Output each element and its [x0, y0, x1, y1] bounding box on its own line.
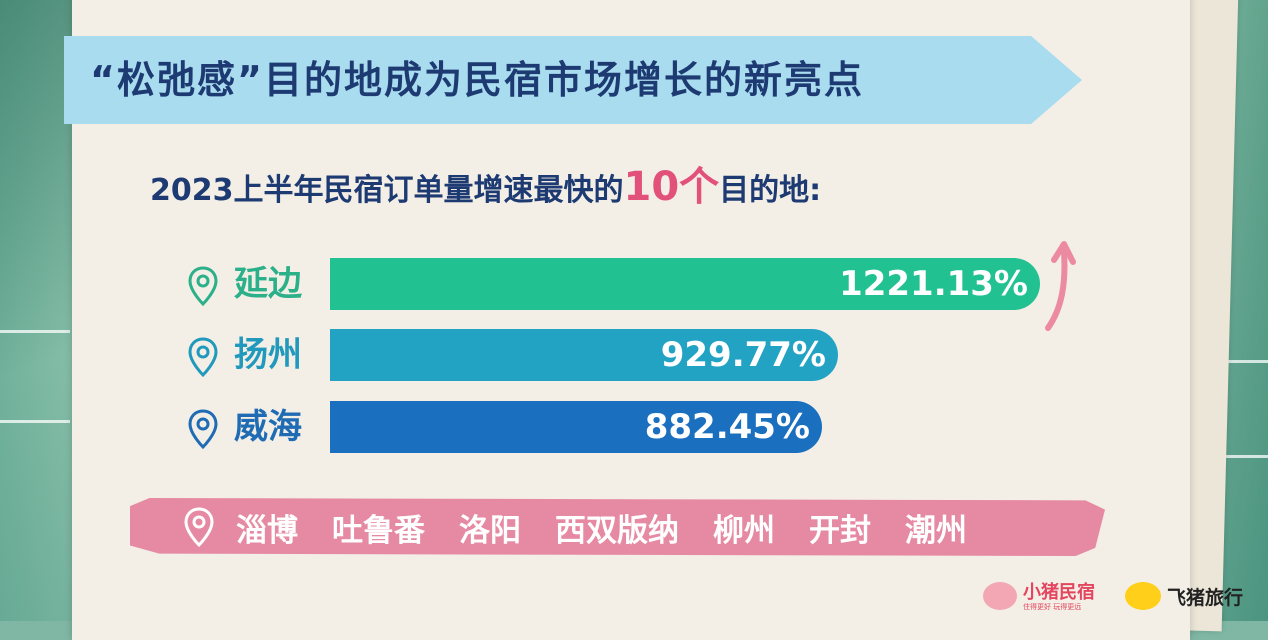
location-pin-icon [188, 409, 218, 449]
fliggy-logo-name: 飞猪旅行 [1167, 587, 1244, 609]
up-arrow-icon [1045, 241, 1076, 331]
subtitle-suffix: 目的地: [719, 173, 822, 208]
destination-item: 柳州 [713, 512, 775, 549]
location-pin-icon [188, 337, 218, 377]
bar-value-label: 882.45% [644, 407, 810, 447]
bar-value-label: 1221.13% [839, 264, 1028, 304]
pig-icon [983, 582, 1017, 610]
destination-item: 淄博 [236, 512, 298, 549]
location-pin-icon [184, 507, 214, 547]
page-title: “松弛感”目的地成为民宿市场增长的新亮点 [90, 58, 864, 102]
other-destinations-band [130, 498, 1105, 556]
destination-item: 吐鲁番 [332, 512, 425, 549]
bar-category-label: 延边 [234, 264, 302, 304]
destination-item: 开封 [809, 512, 871, 549]
xiaozhu-logo-name: 小猪民宿 [1023, 582, 1095, 603]
bar: 1221.13% [330, 258, 1040, 310]
destination-item: 西双版纳 [555, 512, 679, 549]
other-destinations-list: 淄博 吐鲁番 洛阳 西双版纳 柳州 开封 潮州 [236, 498, 1001, 556]
bar-category-label: 扬州 [234, 335, 302, 375]
bar: 929.77% [330, 329, 838, 381]
destination-item: 潮州 [905, 512, 967, 549]
location-pin-icon [188, 266, 218, 306]
bar: 882.45% [330, 401, 822, 453]
subtitle-highlight: 10个 [623, 164, 720, 210]
bar-category-label: 威海 [234, 407, 302, 447]
xiaozhu-logo-tagline: 住得更好 玩得更远 [1023, 603, 1082, 611]
background-stripe [1200, 360, 1268, 363]
subtitle-prefix: 2023上半年民宿订单量增速最快的 [150, 173, 624, 208]
bar-value-label: 929.77% [660, 335, 826, 375]
destination-item: 洛阳 [459, 512, 521, 549]
background-stripe [1200, 455, 1268, 458]
background-stripe [0, 420, 70, 423]
chart-subtitle: 2023上半年民宿订单量增速最快的10个目的地: [150, 162, 821, 212]
title-ribbon [64, 36, 1082, 124]
background-stripe [0, 330, 70, 333]
fliggy-pig-icon [1125, 582, 1161, 610]
